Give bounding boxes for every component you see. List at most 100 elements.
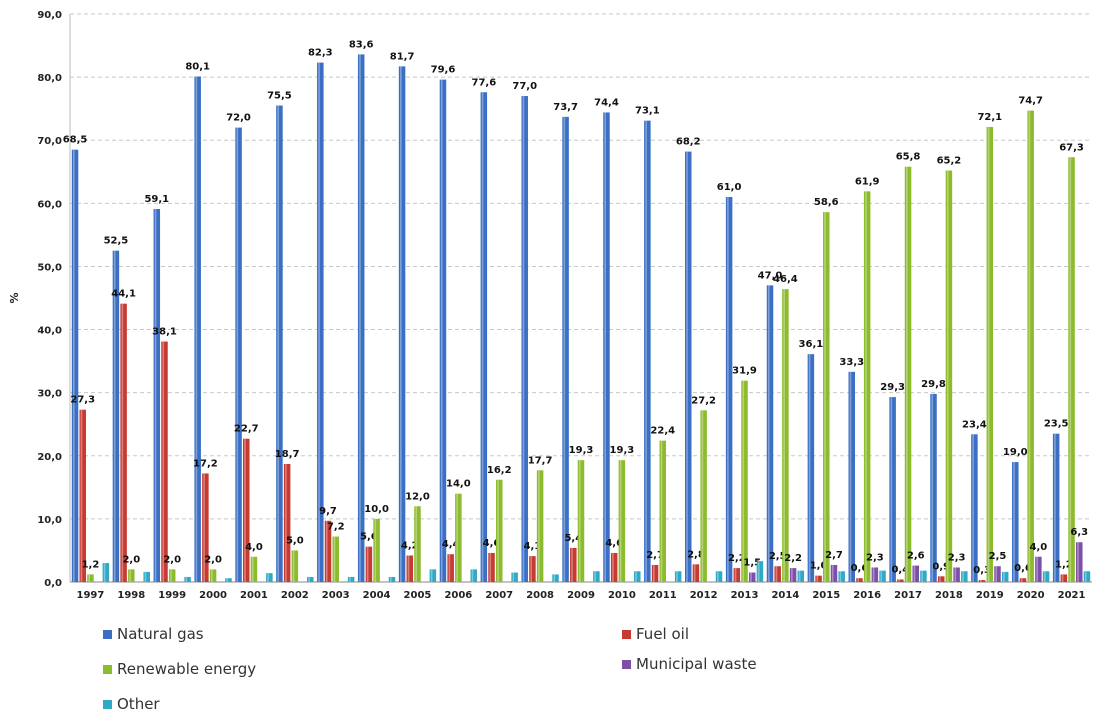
data-label: 2,0 xyxy=(204,554,222,565)
bar xyxy=(904,166,912,582)
data-label: 77,6 xyxy=(471,77,496,88)
bar xyxy=(112,250,120,582)
data-label: 1,2 xyxy=(1055,559,1073,570)
bar-highlight xyxy=(872,567,875,582)
y-tick-label: 10,0 xyxy=(37,515,62,526)
bar xyxy=(651,564,659,582)
data-label: 0,9 xyxy=(932,561,950,572)
y-tick-label: 60,0 xyxy=(37,199,62,210)
bar-highlight xyxy=(750,572,752,582)
data-label: 2,0 xyxy=(163,554,181,565)
bar-highlight xyxy=(203,473,205,582)
data-label: 2,5 xyxy=(769,551,787,562)
bar-highlight xyxy=(604,112,607,582)
bar xyxy=(1001,571,1009,582)
bar-highlight xyxy=(415,506,418,582)
data-label: 38,1 xyxy=(152,327,177,338)
bar xyxy=(823,212,830,582)
bar-highlight xyxy=(775,566,778,582)
bar xyxy=(202,473,209,582)
bar xyxy=(291,550,299,582)
bar xyxy=(511,572,518,582)
bar xyxy=(161,341,168,582)
bar xyxy=(120,303,127,582)
bar-highlight xyxy=(72,149,75,582)
bar-highlight xyxy=(727,197,729,582)
bar-highlight xyxy=(359,54,361,582)
bar-highlight xyxy=(987,126,990,583)
bar-highlight xyxy=(686,151,688,583)
bar xyxy=(324,520,332,582)
bar xyxy=(357,54,365,582)
bar xyxy=(529,556,536,582)
bar-highlight xyxy=(389,576,392,582)
x-tick-label: 2011 xyxy=(649,590,677,600)
data-label: 4,0 xyxy=(245,542,263,553)
bar xyxy=(1052,433,1060,582)
bar xyxy=(388,576,396,582)
bar xyxy=(332,536,339,582)
data-label: 82,3 xyxy=(308,48,333,59)
data-label: 2,2 xyxy=(784,553,802,564)
bar-highlight xyxy=(489,552,492,582)
bar-highlight xyxy=(676,571,678,582)
data-label: 7,2 xyxy=(327,522,345,533)
data-label: 5,4 xyxy=(564,533,582,544)
x-tick-label: 2006 xyxy=(444,590,472,600)
bar xyxy=(365,546,373,582)
bar-highlight xyxy=(1044,571,1046,582)
bar-highlight xyxy=(285,463,287,582)
data-label: 81,7 xyxy=(390,51,415,62)
bar xyxy=(920,570,927,582)
bar-highlight xyxy=(538,470,540,582)
data-label: 58,6 xyxy=(814,197,839,208)
bar-highlight xyxy=(578,460,581,582)
bar xyxy=(930,393,937,582)
legend-label: Fuel oil xyxy=(636,625,689,643)
bar-highlight xyxy=(318,62,320,582)
bar-highlight xyxy=(594,571,596,582)
data-label: 27,2 xyxy=(691,395,716,406)
data-label: 44,1 xyxy=(111,289,136,300)
bar xyxy=(194,76,201,582)
bar-highlight xyxy=(890,397,893,582)
bar-highlight xyxy=(195,76,198,582)
bar xyxy=(871,567,879,582)
bar xyxy=(235,127,242,582)
data-label: 23,5 xyxy=(1044,419,1069,430)
bar-highlight xyxy=(972,434,974,582)
bar xyxy=(797,570,805,582)
bar-highlight xyxy=(522,96,525,583)
bar-highlight xyxy=(857,578,860,582)
y-tick-label: 80,0 xyxy=(37,73,62,84)
bar-highlight xyxy=(267,573,269,582)
bar-highlight xyxy=(571,547,573,582)
bar-highlight xyxy=(995,566,998,582)
bar xyxy=(856,578,863,582)
data-label: 12,0 xyxy=(405,491,430,502)
legend-swatch xyxy=(622,629,631,639)
bar-highlight xyxy=(325,520,328,582)
bar-highlight xyxy=(1036,556,1038,582)
bar xyxy=(782,289,789,582)
bar-highlight xyxy=(154,209,157,582)
data-label: 0,4 xyxy=(891,564,909,575)
bar-highlight xyxy=(619,460,622,582)
bar xyxy=(741,380,748,582)
x-tick-label: 2010 xyxy=(608,590,636,600)
data-label: 65,8 xyxy=(896,152,921,163)
data-label: 19,3 xyxy=(569,445,594,456)
bar xyxy=(953,567,960,582)
bar xyxy=(815,575,822,582)
data-label: 22,7 xyxy=(234,424,259,435)
x-tick-label: 2016 xyxy=(853,590,881,600)
bar xyxy=(306,576,314,582)
x-tick-label: 2019 xyxy=(976,590,1004,600)
bar xyxy=(429,569,437,582)
bar-highlight xyxy=(170,569,172,582)
bar xyxy=(347,576,355,582)
bar xyxy=(373,518,380,582)
bar xyxy=(863,191,871,582)
data-label: 0,6 xyxy=(851,563,869,574)
x-tick-label: 2004 xyxy=(363,590,391,600)
